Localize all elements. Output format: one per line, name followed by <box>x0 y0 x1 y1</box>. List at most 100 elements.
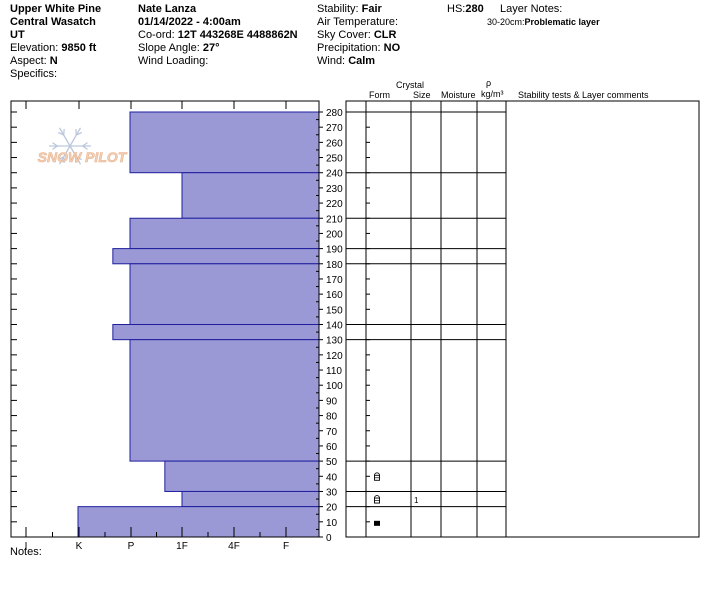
stability-label: Stability: <box>317 3 359 15</box>
height-tick-label: 240 <box>326 169 343 180</box>
state-name: UT <box>10 29 25 41</box>
height-tick-label: 180 <box>326 260 343 271</box>
wind-label: Wind: <box>317 55 346 67</box>
snowflake-arm <box>58 145 71 165</box>
snowflake-icon <box>49 127 91 165</box>
hs-label: HS: <box>447 3 466 15</box>
elevation-row: Elevation: 9850 ft <box>10 42 96 55</box>
slope-value: 27° <box>202 42 220 54</box>
stability-tests-header: Stability tests & Layer comments <box>518 90 649 100</box>
sky-label: Sky Cover: <box>317 29 371 41</box>
sky-value: CLR <box>373 29 397 41</box>
height-tick-label: 100 <box>326 381 343 392</box>
hs-value: 280 <box>465 3 484 15</box>
height-tick-label: 70 <box>326 427 338 438</box>
hardness-bar <box>129 217 320 250</box>
height-tick-label: 0 <box>326 533 332 544</box>
layer-table-frame <box>345 100 700 538</box>
snowflake-arm <box>69 145 82 165</box>
height-tick-label: 30 <box>326 487 338 498</box>
notes-label: Notes: <box>10 546 42 558</box>
hardness-tick-label: 4F <box>228 541 240 552</box>
height-tick-label: 280 <box>326 108 343 119</box>
height-tick-label: 80 <box>326 412 338 423</box>
hardness-bar <box>77 506 320 538</box>
location-name: Upper White Pine <box>10 3 102 15</box>
height-tick-label: 110 <box>326 366 342 377</box>
snowflake-arm <box>58 127 71 147</box>
snowflake-branch <box>82 142 88 147</box>
range-name: Central Wasatch <box>10 16 96 28</box>
stability-value: Fair <box>361 3 382 15</box>
coord-label: Co-ord: <box>138 29 175 41</box>
rho-header: ρ <box>486 78 492 88</box>
height-tick-label: 130 <box>326 336 343 347</box>
coord-row: Co-ord: 12T 443268E 4488862N <box>138 29 298 42</box>
elevation-label: Elevation: <box>10 42 59 54</box>
rounding-faceted-arc <box>374 495 380 499</box>
hardness-bar <box>164 460 320 492</box>
precip-value: NO <box>383 42 401 54</box>
layer-note-row: 30-20cm:Problematic layer <box>487 16 600 29</box>
slope-label: Slope Angle: <box>138 42 200 54</box>
hardness-bar <box>112 248 320 265</box>
obs-datetime: 01/14/2022 - 4:00am <box>138 16 241 28</box>
precip-row: Precipitation: NO <box>317 42 400 55</box>
moisture-header: Moisture <box>441 90 476 100</box>
layer-note-range: 30-20cm: <box>487 17 525 27</box>
air-temp-label: Air Temperature: <box>317 16 399 28</box>
slope-row: Slope Angle: 27° <box>138 42 219 55</box>
height-tick-label: 150 <box>326 305 343 316</box>
height-tick-label: 200 <box>326 229 343 240</box>
hardness-tick-label: F <box>283 541 289 552</box>
height-tick-label: 220 <box>326 199 343 210</box>
hardness-tick-label: I <box>25 541 28 552</box>
height-tick-label: 250 <box>326 154 343 165</box>
snowflake-arm <box>69 127 82 147</box>
height-tick-label: 260 <box>326 138 343 149</box>
height-tick-label: 60 <box>326 442 338 453</box>
snowpilot-logo: SNOW PILOT <box>37 127 128 165</box>
layer-note-text: Problematic layer <box>524 17 600 27</box>
snowflake-branch <box>76 131 82 136</box>
height-tick-label: 10 <box>326 518 338 529</box>
height-tick-label: 230 <box>326 184 343 195</box>
crystal-size-value: 1 <box>414 496 419 505</box>
hardness-bar <box>181 172 320 219</box>
wind-loading-label: Wind Loading: <box>138 55 209 67</box>
rounding-faceted-arc <box>374 472 380 476</box>
hardness-tick-label: 1F <box>176 541 188 552</box>
wind-value: Calm <box>348 55 376 67</box>
height-tick-label: 50 <box>326 457 338 468</box>
snowflake-branch <box>52 142 58 147</box>
watermark-text: SNOW PILOT <box>38 149 128 165</box>
height-tick-label: 90 <box>326 396 338 407</box>
aspect-value: N <box>49 55 58 67</box>
specifics-label: Specifics: <box>10 68 58 80</box>
wind-row: Wind: Calm <box>317 55 375 68</box>
snowflake-branch <box>82 145 88 150</box>
stability-row: Stability: Fair <box>317 3 382 16</box>
sky-row: Sky Cover: CLR <box>317 29 396 42</box>
snowflake-branch <box>58 131 64 136</box>
hardness-bar <box>181 490 320 508</box>
height-tick-label: 140 <box>326 321 343 332</box>
observer-name: Nate Lanza <box>138 3 197 15</box>
hs-row: HS:280 <box>447 3 484 16</box>
melt-freeze-crust-icon <box>374 520 380 526</box>
height-tick-label: 210 <box>326 214 343 225</box>
height-tick-label: 160 <box>326 290 343 301</box>
hardness-bar <box>112 324 320 341</box>
precip-label: Precipitation: <box>317 42 381 54</box>
snowflake-branch <box>58 156 64 161</box>
height-tick-label: 40 <box>326 472 338 483</box>
hardness-bar <box>129 111 320 174</box>
form-header: Form <box>369 90 390 100</box>
hardness-tick-label: P <box>128 541 135 552</box>
aspect-label: Aspect: <box>10 55 47 67</box>
snowflake-branch <box>52 145 58 150</box>
height-tick-label: 270 <box>326 123 343 134</box>
hardness-bar <box>129 263 320 325</box>
elevation-value: 9850 ft <box>61 42 97 54</box>
